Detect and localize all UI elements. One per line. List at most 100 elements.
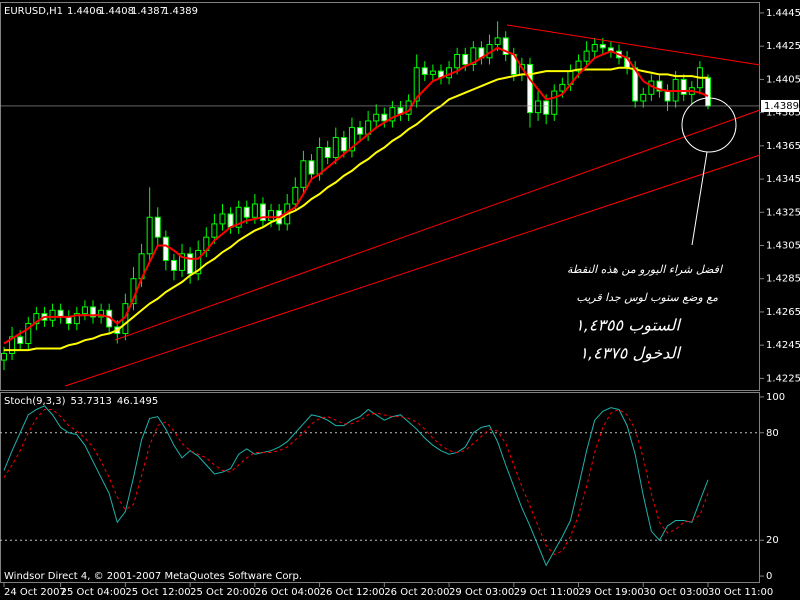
x-tick-label: 26 Oct 04:00	[255, 587, 320, 598]
candle-body	[494, 37, 501, 46]
pointer-line	[691, 151, 708, 246]
candle-body	[340, 137, 347, 152]
trend-lines	[64, 24, 761, 387]
candle-body	[170, 259, 177, 271]
candle-body	[656, 80, 663, 92]
moving-average	[3, 46, 709, 345]
candle-body	[551, 90, 558, 115]
candle-body	[640, 93, 647, 102]
candle-body	[251, 203, 258, 218]
candle-body	[357, 127, 364, 135]
y-tick-label: 0	[766, 571, 772, 582]
candle-body	[227, 213, 234, 228]
x-tick-label: 24 Oct 2007	[4, 587, 66, 598]
candle-body	[292, 186, 299, 205]
candle-body	[195, 249, 202, 275]
candle-body	[17, 336, 24, 344]
y-tick-label: 1.4345	[766, 174, 800, 185]
candle-body	[526, 63, 533, 114]
candle-body	[9, 336, 16, 354]
main-panel-frame	[0, 2, 760, 391]
moving-average	[4, 66, 708, 352]
x-tick-label: 26 Oct 12:00	[320, 587, 385, 598]
x-tick-label: 30 Oct 11:00	[708, 587, 773, 598]
x-tick-label: 25 Oct 12:00	[125, 587, 190, 598]
stoch-panel-frame	[0, 392, 760, 583]
candle-body	[235, 206, 242, 228]
y-tick-label: 1.4385	[766, 108, 800, 119]
candle-body	[680, 78, 687, 95]
candle-body	[1, 352, 7, 361]
y-tick-label: 100	[766, 392, 785, 403]
candle-body	[413, 67, 420, 102]
candle-body	[211, 223, 218, 238]
x-tick-label: 26 Oct 20:00	[384, 587, 449, 598]
y-tick-label: 1.4245	[766, 340, 800, 351]
y-tick-label: 1.4265	[766, 307, 800, 318]
candle-body	[308, 160, 315, 175]
candle-body	[373, 113, 380, 122]
candle-body	[300, 160, 307, 188]
x-tick-label: 29 Oct 11:00	[514, 587, 579, 598]
candle-body	[98, 309, 105, 318]
candle-body	[599, 44, 606, 49]
candle-body	[470, 47, 477, 65]
stoch-line	[3, 405, 709, 567]
candle-body	[179, 253, 186, 271]
candle-body	[559, 83, 566, 92]
candle-body	[462, 53, 469, 65]
y-tick-label: 1.4425	[766, 41, 800, 52]
candle-body	[259, 203, 266, 222]
y-tick-label: 1.4225	[766, 373, 800, 384]
stoch-title: Stoch(9,3,3)	[4, 396, 66, 407]
candle-body	[25, 323, 32, 344]
annotation: مع وضع ستوب لوس جدا قريب	[576, 291, 718, 304]
candle-body	[591, 44, 598, 52]
candle-body	[33, 313, 40, 325]
candle-body	[502, 37, 509, 55]
price-box-label: 1.4389	[764, 101, 799, 112]
annotation: افضل شراء اليورو من هذه النقطة	[567, 263, 724, 276]
candle-body	[243, 206, 250, 218]
trend-line	[114, 109, 761, 341]
candle-body	[575, 60, 582, 72]
candle-body	[389, 107, 396, 122]
y-tick-label: 1.4325	[766, 207, 800, 218]
candle-body	[90, 306, 97, 318]
candle-body	[146, 216, 153, 255]
y-tick-label: 80	[766, 428, 779, 439]
candle-body	[219, 213, 226, 225]
x-tick-label: 30 Oct 03:00	[643, 587, 708, 598]
symbol-label: EURUSD,H1	[4, 6, 63, 17]
header-high: 1.4408	[99, 6, 134, 17]
candle-body	[332, 137, 339, 158]
trend-line	[506, 24, 761, 66]
x-tick-label: 25 Oct 20:00	[190, 587, 255, 598]
x-tick-label: 25 Oct 04:00	[61, 587, 126, 598]
header-open: 1.4406	[67, 6, 102, 17]
candle-body	[454, 53, 461, 69]
stoch-signal-value: 46.1495	[117, 396, 158, 407]
candle-body	[543, 100, 550, 115]
y-tick-label: 1.4445	[766, 8, 800, 19]
highlight-circle	[681, 97, 737, 153]
stoch-main-value: 53.7313	[70, 396, 111, 407]
price-box	[761, 99, 799, 112]
x-tick-label: 29 Oct 03:00	[449, 587, 514, 598]
y-tick-label: 1.4405	[766, 74, 800, 85]
candle-body	[268, 210, 275, 222]
candle-body	[705, 77, 711, 107]
candle-body	[316, 147, 323, 175]
stoch-line	[3, 408, 709, 556]
candle-body	[421, 67, 428, 75]
candle-body	[429, 70, 436, 75]
y-tick-label: 1.4305	[766, 240, 800, 251]
y-tick-label: 1.4365	[766, 141, 800, 152]
candle-body	[73, 313, 80, 325]
candle-body	[348, 127, 355, 152]
y-tick-label: 20	[766, 535, 779, 546]
annotation: الستوب ١,٤٣٥٥	[575, 316, 681, 335]
candle-body	[664, 90, 671, 102]
